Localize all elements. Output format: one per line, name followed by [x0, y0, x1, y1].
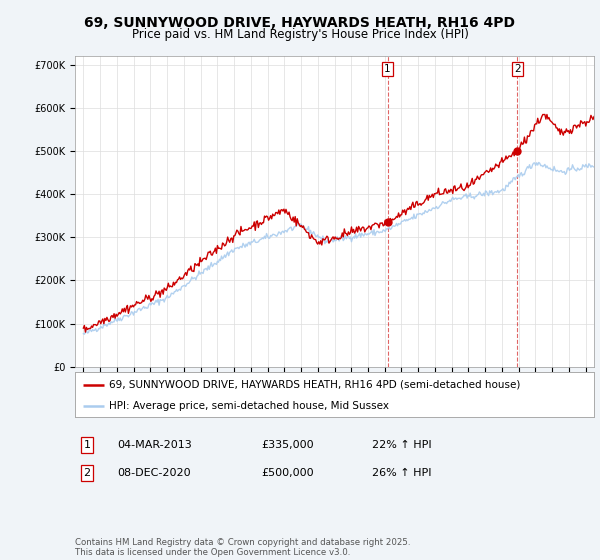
Text: 22% ↑ HPI: 22% ↑ HPI	[372, 440, 431, 450]
Text: 1: 1	[384, 64, 391, 74]
Text: 26% ↑ HPI: 26% ↑ HPI	[372, 468, 431, 478]
Text: 69, SUNNYWOOD DRIVE, HAYWARDS HEATH, RH16 4PD: 69, SUNNYWOOD DRIVE, HAYWARDS HEATH, RH1…	[85, 16, 515, 30]
Text: 2: 2	[83, 468, 91, 478]
Text: 04-MAR-2013: 04-MAR-2013	[117, 440, 192, 450]
Text: Price paid vs. HM Land Registry's House Price Index (HPI): Price paid vs. HM Land Registry's House …	[131, 28, 469, 41]
Text: 2: 2	[514, 64, 521, 74]
Text: Contains HM Land Registry data © Crown copyright and database right 2025.
This d: Contains HM Land Registry data © Crown c…	[75, 538, 410, 557]
Text: 69, SUNNYWOOD DRIVE, HAYWARDS HEATH, RH16 4PD (semi-detached house): 69, SUNNYWOOD DRIVE, HAYWARDS HEATH, RH1…	[109, 380, 520, 390]
Text: £500,000: £500,000	[261, 468, 314, 478]
Text: HPI: Average price, semi-detached house, Mid Sussex: HPI: Average price, semi-detached house,…	[109, 401, 389, 411]
Text: 08-DEC-2020: 08-DEC-2020	[117, 468, 191, 478]
Text: 1: 1	[83, 440, 91, 450]
Text: £335,000: £335,000	[261, 440, 314, 450]
